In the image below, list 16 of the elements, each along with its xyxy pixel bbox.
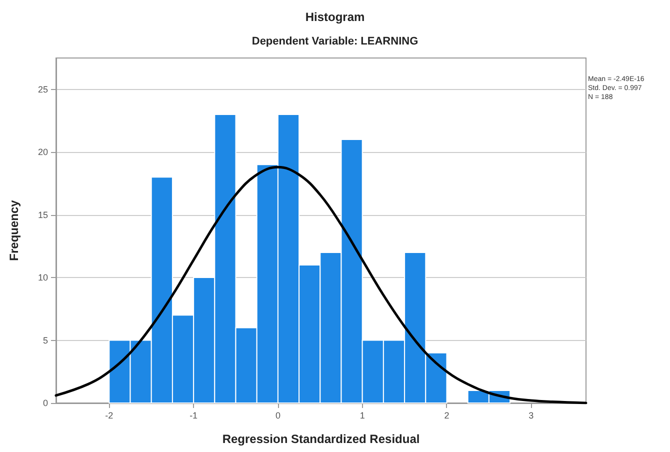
chart-title: Histogram: [305, 10, 365, 24]
chart-subtitle: Dependent Variable: LEARNING: [252, 36, 418, 48]
y-tick-label: 25: [38, 84, 48, 94]
y-axis-title: Frequency: [7, 200, 21, 261]
y-tick-label: 0: [42, 398, 48, 408]
x-tick-label: 3: [528, 410, 534, 420]
y-tick-label: 15: [38, 210, 48, 220]
x-tick-label: 1: [360, 410, 365, 420]
x-tick-label: 2: [444, 410, 450, 420]
y-tick-label: 10: [38, 272, 48, 283]
x-tick-label: 0: [275, 410, 280, 420]
y-tick-label: 5: [42, 335, 48, 346]
y-tick-label: 20: [38, 147, 48, 158]
x-axis-title: Regression Standardized Residual: [222, 432, 420, 446]
x-tick-label: -2: [105, 410, 114, 420]
x-tick-label: -1: [190, 410, 198, 420]
